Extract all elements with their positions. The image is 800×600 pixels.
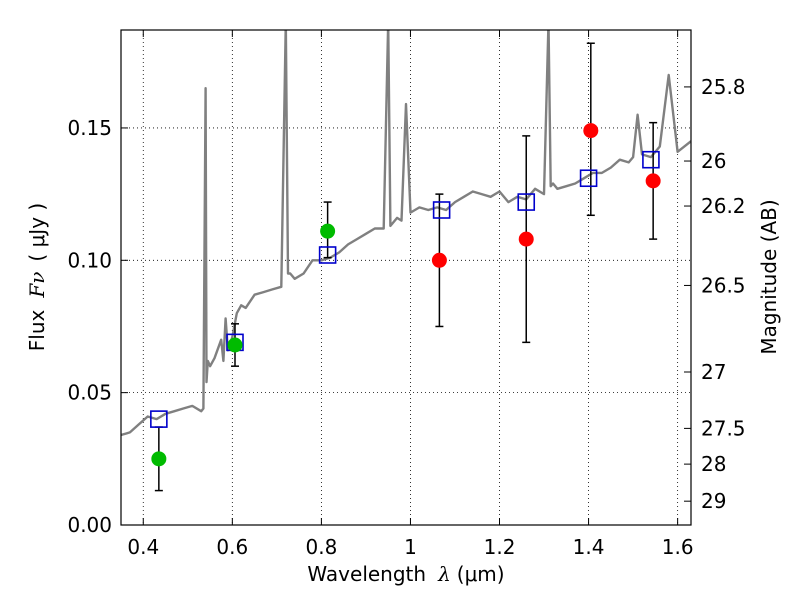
y2-tick-label: 26: [701, 149, 726, 173]
measurements-point: [518, 231, 534, 247]
y-tick-label: 0.10: [67, 248, 112, 272]
data-layer: [121, 30, 691, 437]
model-photometry-square: [517, 193, 536, 211]
model-photometry-square: [579, 169, 598, 188]
y2-tick-label: 25.8: [701, 75, 746, 99]
x-tick-label: 1: [404, 535, 417, 559]
y-tick-label: 0.05: [67, 381, 112, 405]
y2-tick-label: 28: [701, 452, 726, 476]
plot-frame: [120, 29, 692, 526]
y-tick-label: 0.00: [67, 513, 112, 537]
detections-point: [227, 337, 243, 353]
x-tick-label: 0.4: [127, 535, 159, 559]
y2-axis-title: Magnitude (AB): [757, 199, 781, 354]
detections-point: [320, 223, 336, 239]
measurements-point: [583, 123, 599, 139]
y2-tick-label: 27: [701, 360, 726, 384]
y2-tick-label: 29: [701, 489, 726, 513]
model-photometry-square: [642, 150, 660, 169]
measurements-point: [645, 173, 661, 189]
y2-tick-label: 26.5: [701, 273, 746, 297]
model-photometry-square: [318, 246, 337, 264]
sed-line: [121, 30, 691, 437]
model-photometry-square: [432, 201, 451, 219]
model-photometry-square: [150, 410, 168, 428]
x-tick-label: 1.4: [573, 535, 605, 559]
measurements-point: [431, 252, 447, 268]
detections-point: [151, 451, 167, 467]
x-tick-label: 1.6: [662, 535, 694, 559]
y-tick-label: 0.15: [67, 116, 112, 140]
y2-tick-label: 26.2: [701, 194, 746, 218]
ticks: 0.4 0.6 0.8 1 1.2 1.4 1.6 0.00 0.05 0.10 0.15 25.8 2…: [67, 30, 746, 559]
marker-layer: [150, 42, 661, 492]
x-tick-label: 0.6: [216, 535, 248, 559]
y-axis-title: FluxFν( μJy ): [25, 203, 49, 351]
x-axis-title: Wavelength λ (μm): [307, 562, 504, 586]
y2-tick-label: 27.5: [701, 416, 746, 440]
plot-area: [121, 30, 691, 525]
x-tick-label: 0.8: [305, 535, 337, 559]
x-tick-label: 1.2: [484, 535, 516, 559]
